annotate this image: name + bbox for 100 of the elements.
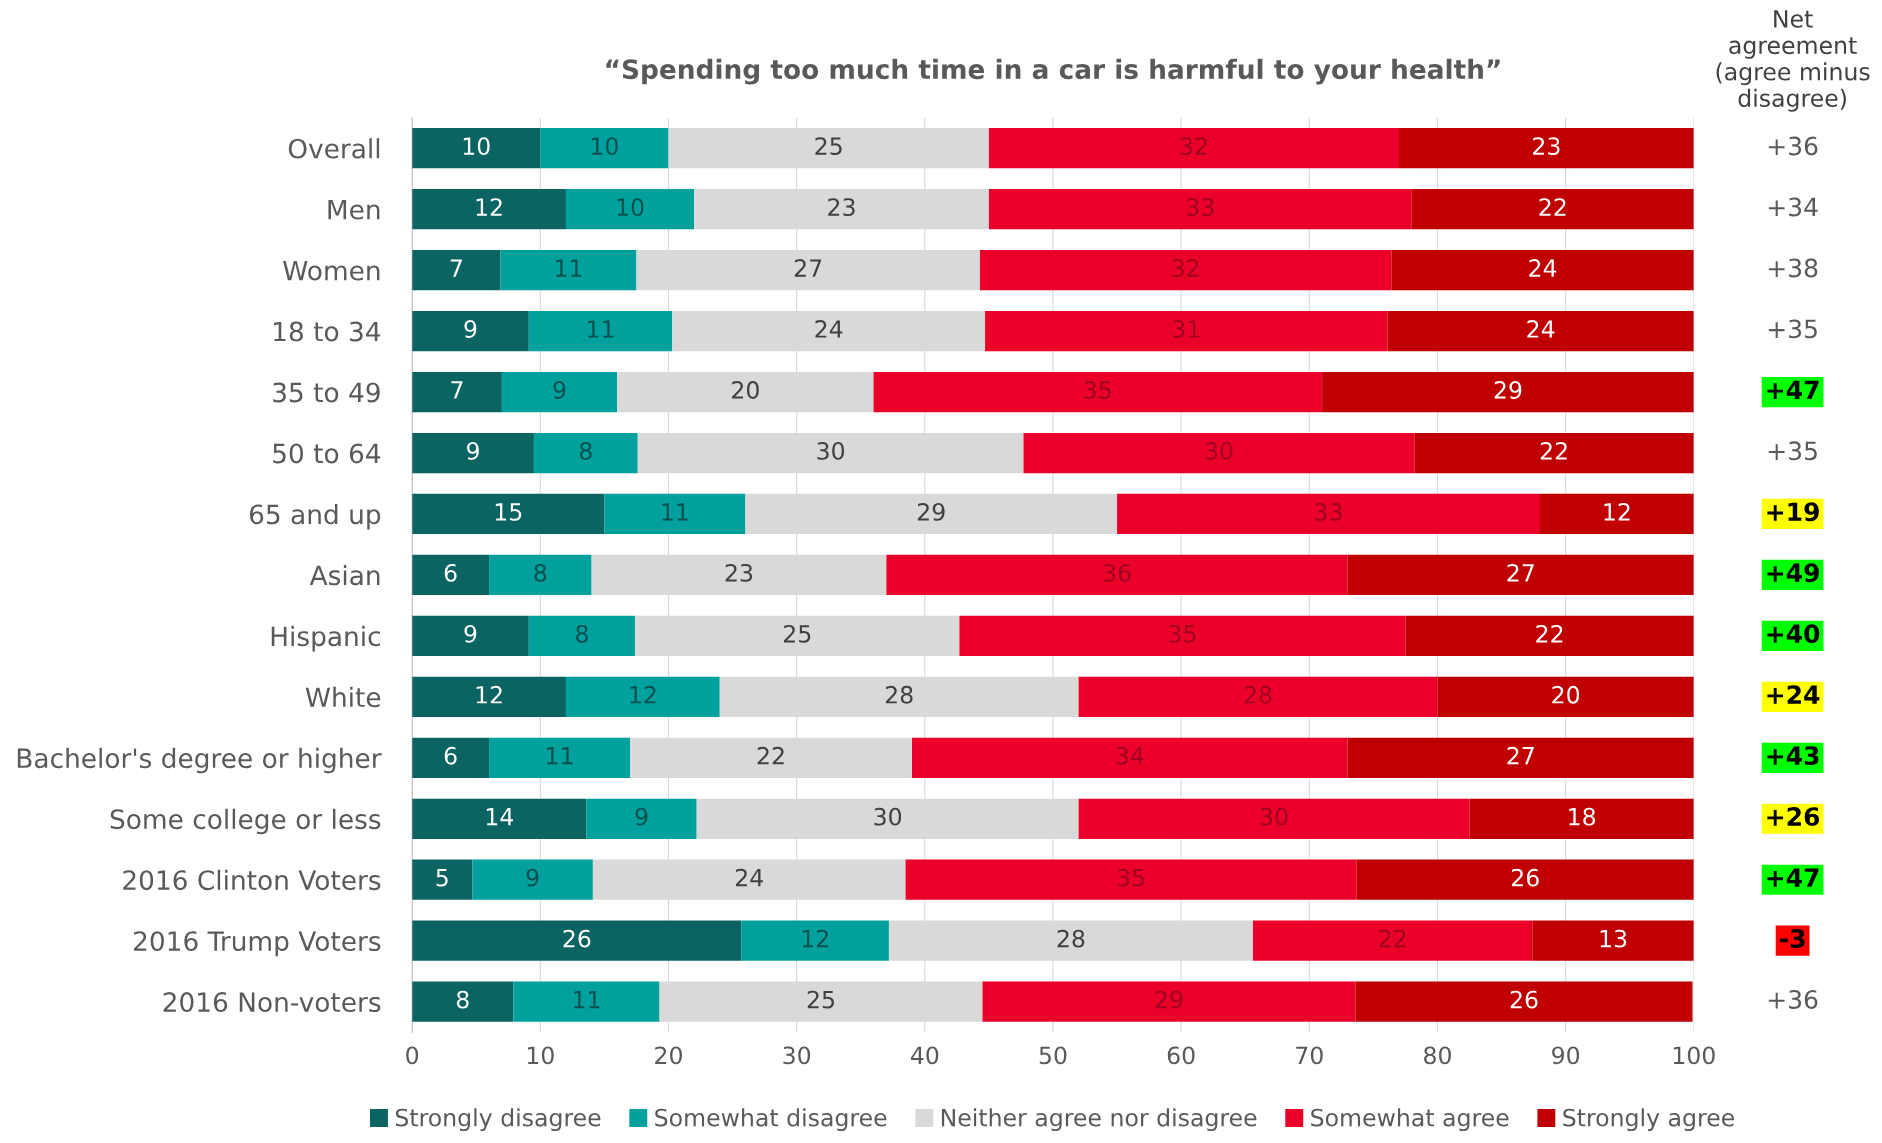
bar <box>741 920 889 961</box>
x-tick-label: 60 <box>1167 1046 1195 1065</box>
text: Net agreement (agree minus disagree) <box>1716 10 1870 112</box>
bar <box>873 371 1323 413</box>
bar <box>412 676 566 717</box>
y-tick-label: Hispanic <box>271 625 380 652</box>
x-tick-label: 80 <box>1424 1046 1451 1065</box>
bar <box>586 798 697 839</box>
bar <box>412 798 587 839</box>
bar <box>565 189 695 230</box>
bar <box>412 250 501 291</box>
data-label: 28 <box>885 685 913 704</box>
text: +35 <box>1768 319 1817 339</box>
bar <box>540 128 669 169</box>
bar <box>1355 981 1693 1022</box>
text: +38 <box>1768 258 1818 278</box>
bar <box>1405 615 1694 657</box>
text: +35 <box>1768 441 1817 461</box>
data-label: 36 <box>1103 563 1131 582</box>
data-label: 10 <box>463 137 490 156</box>
data-label: 9 <box>464 624 477 643</box>
bar <box>1469 798 1694 839</box>
bar <box>1399 128 1694 169</box>
data-label: 11 <box>556 259 582 277</box>
bar <box>1391 250 1694 291</box>
data-label: 31 <box>1173 320 1200 338</box>
bar <box>412 920 742 961</box>
data-label: 28 <box>1057 929 1085 948</box>
bar <box>1411 189 1694 230</box>
data-label: 15 <box>495 503 522 521</box>
text: +49 <box>1767 563 1819 583</box>
bar <box>412 371 502 413</box>
data-label: 22 <box>1536 624 1563 643</box>
data-label: 9 <box>635 807 648 826</box>
x-tick-label: 90 <box>1552 1046 1580 1065</box>
x-tick-label: 70 <box>1296 1046 1323 1065</box>
data-label: 6 <box>444 563 457 582</box>
bar <box>528 615 636 657</box>
y-tick-label: Women <box>283 260 380 281</box>
data-label: 8 <box>534 563 547 582</box>
bar <box>1322 371 1694 413</box>
data-label: 22 <box>757 746 784 765</box>
x-tick-label: 50 <box>1039 1046 1067 1065</box>
data-label: 35 <box>1169 624 1196 643</box>
bar <box>533 432 638 474</box>
bar <box>905 859 1357 900</box>
data-label: 28 <box>1244 685 1272 704</box>
bar <box>565 676 720 717</box>
data-label: 7 <box>450 259 462 277</box>
y-tick-label: Bachelor's degree or higher <box>17 747 382 774</box>
data-label: 23 <box>725 563 753 582</box>
bar <box>1252 920 1533 961</box>
data-label: 12 <box>476 685 502 704</box>
bar <box>979 250 1392 291</box>
legend-label: Neither agree nor disagree <box>941 1108 1257 1132</box>
data-label: 22 <box>1539 198 1566 216</box>
data-label: 9 <box>526 868 539 887</box>
chart-title: “Spending too much time in a car is harmful to your health” <box>606 58 1500 85</box>
data-label: 12 <box>1604 502 1630 521</box>
data-label: 25 <box>815 137 842 156</box>
bar <box>412 737 490 778</box>
bar <box>412 981 514 1022</box>
data-label: 9 <box>464 320 477 338</box>
bar <box>412 615 529 657</box>
y-tick-label: 2016 Clinton Voters <box>123 869 381 891</box>
data-label: 8 <box>576 624 588 643</box>
bar <box>412 493 605 535</box>
bar <box>412 432 534 474</box>
bar <box>489 737 631 778</box>
data-label: 9 <box>553 381 566 399</box>
data-label: 11 <box>547 747 573 765</box>
data-label: 29 <box>1494 381 1522 399</box>
y-tick-label: 35 to 49 <box>273 382 380 403</box>
data-label: 6 <box>444 746 457 765</box>
data-label: 12 <box>476 198 502 216</box>
y-tick-label: 65 and up <box>249 503 381 530</box>
data-label: 26 <box>563 929 591 948</box>
bar <box>959 615 1406 657</box>
y-tick-label: 2016 Trump Voters <box>134 931 381 957</box>
text: +40 <box>1767 624 1820 644</box>
data-label: 32 <box>1172 259 1199 277</box>
bar <box>985 310 1388 352</box>
data-label: 20 <box>732 381 759 399</box>
bar <box>412 189 566 230</box>
data-label: 30 <box>874 807 902 826</box>
bar <box>1540 493 1694 535</box>
y-tick-label: Some college or less <box>110 808 381 835</box>
data-label: 33 <box>1315 502 1342 521</box>
data-label: 18 <box>1569 807 1596 826</box>
data-label: 12 <box>630 685 656 704</box>
data-label: 23 <box>1533 137 1560 156</box>
bar <box>1437 676 1694 717</box>
data-label: 25 <box>807 990 834 1009</box>
data-label: 9 <box>467 442 479 460</box>
bar <box>501 371 618 413</box>
data-label: 22 <box>1540 442 1567 460</box>
text: +24 <box>1767 685 1820 704</box>
legend-label: Strongly agree <box>1563 1108 1734 1132</box>
data-label: 32 <box>1180 137 1207 156</box>
data-label: 7 <box>451 381 463 399</box>
